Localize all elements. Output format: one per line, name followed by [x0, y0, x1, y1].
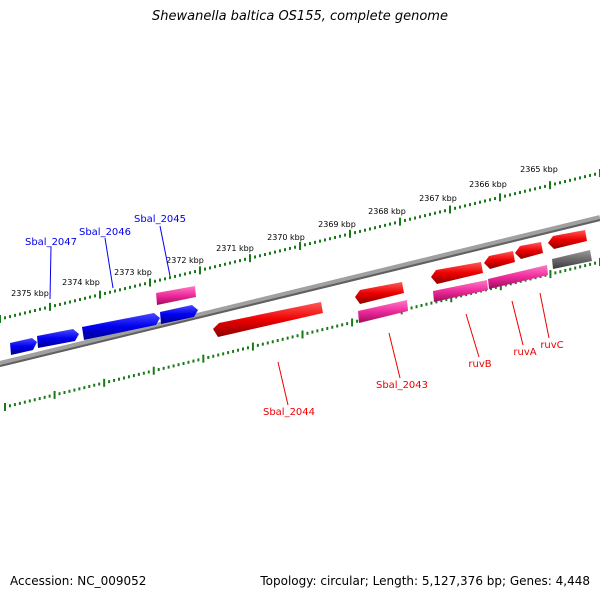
ruler-labels: 2365 kbp 2366 kbp 2367 kbp 2368 kbp 2369 kbp… — [11, 165, 558, 298]
gene-grey[interactable] — [552, 250, 592, 269]
ruler-label: 2371 kbp — [216, 244, 254, 253]
leader-sbal2043 — [388, 332, 401, 379]
gene-sbal2047[interactable] — [37, 329, 79, 348]
gene-sbal2043[interactable] — [355, 282, 404, 304]
gene-sbal2044[interactable] — [213, 302, 323, 337]
leader-sbal2047 — [49, 246, 52, 300]
ruler-label: 2368 kbp — [368, 207, 406, 216]
genome-backbone — [0, 215, 600, 367]
gene-sbal2045[interactable] — [160, 305, 198, 324]
outer-ruler — [0, 169, 600, 323]
genome-summary-text: Topology: circular; Length: 5,127,376 bp… — [260, 574, 590, 588]
ruler-label: 2375 kbp — [11, 289, 49, 298]
reverse-genes — [213, 230, 587, 337]
genome-backbone-shade — [0, 219, 600, 367]
gene-ruvA[interactable] — [484, 251, 515, 269]
leader-ruvB — [465, 313, 480, 358]
ruler-label: 2372 kbp — [166, 256, 204, 265]
label-ruvA[interactable]: ruvA — [513, 347, 536, 358]
gene-ruvB[interactable] — [431, 262, 483, 284]
forward-genes — [10, 305, 198, 355]
ruler-label: 2366 kbp — [469, 180, 507, 189]
label-leaders — [49, 225, 550, 406]
gene-pink-3[interactable] — [433, 280, 488, 302]
accession-text: Accession: NC_009052 — [10, 574, 147, 588]
label-ruvC[interactable]: ruvC — [540, 340, 563, 351]
gene-pink-2[interactable] — [358, 300, 408, 323]
ruler-label: 2369 kbp — [318, 220, 356, 229]
highlight-genes — [156, 265, 548, 323]
leader-ruvA — [511, 300, 524, 346]
ruler-label: 2367 kbp — [419, 194, 457, 203]
map-title: Shewanella baltica OS155, complete genom… — [152, 9, 448, 24]
label-sbal2043[interactable]: Sbal_2043 — [376, 380, 428, 391]
label-sbal2045[interactable]: Sbal_2045 — [134, 214, 186, 225]
gene-sbal2046[interactable] — [82, 313, 160, 340]
gene-pink-4[interactable] — [488, 265, 548, 289]
label-sbal2047[interactable]: Sbal_2047 — [25, 237, 77, 248]
gene-labels: Sbal_2047 Sbal_2046 Sbal_2045 Sbal_2044 … — [25, 214, 564, 418]
gene-ruvC[interactable] — [515, 242, 543, 259]
ruler-label: 2373 kbp — [114, 268, 152, 277]
ruler-label: 2374 kbp — [62, 278, 100, 287]
gene-red-5[interactable] — [548, 230, 587, 249]
leader-sbal2045 — [159, 225, 171, 277]
leader-ruvC — [539, 292, 550, 339]
label-sbal2044[interactable]: Sbal_2044 — [263, 407, 315, 418]
leader-sbal2044 — [277, 361, 289, 406]
label-sbal2046[interactable]: Sbal_2046 — [79, 227, 131, 238]
label-ruvB[interactable]: ruvB — [468, 359, 491, 370]
gene-sbal2047a[interactable] — [10, 338, 37, 355]
ruler-label: 2365 kbp — [520, 165, 558, 174]
ruler-label: 2370 kbp — [267, 233, 305, 242]
gene-pink-1[interactable] — [156, 286, 196, 305]
leader-sbal2046 — [104, 237, 114, 289]
